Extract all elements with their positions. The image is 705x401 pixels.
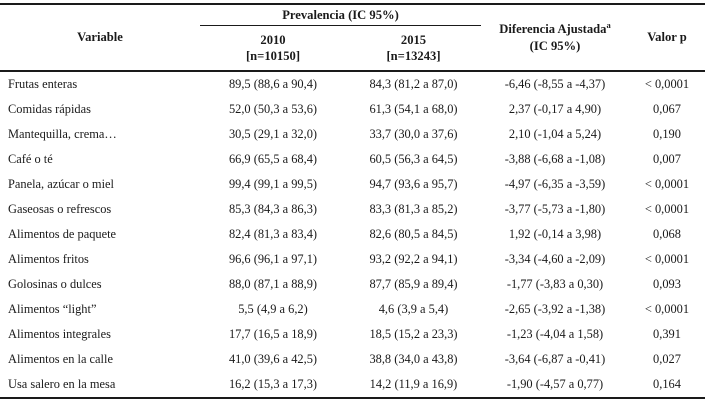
col-header-2015: 2015 [n=13243] — [346, 26, 481, 72]
table-row: Alimentos en la calle 41,0 (39,6 a 42,5) 3… — [0, 347, 705, 372]
cell-prevalencia-2010: 41,0 (39,6 a 42,5) — [228, 352, 318, 366]
year-2015-label: 2015 — [400, 32, 427, 47]
cell-prevalencia-2015: 84,3 (81,2 a 87,0) — [369, 77, 458, 91]
cell-prevalencia-2015: 61,3 (54,1 a 68,0) — [369, 102, 458, 116]
cell-prevalencia-2015: 33,7 (30,0 a 37,6) — [369, 127, 458, 141]
table-header: Variable Prevalencia (IC 95%) Diferencia… — [0, 4, 705, 71]
cell-variable: Gaseosas o refrescos — [8, 202, 112, 216]
cell-prevalencia-2015: 83,3 (81,3 a 85,2) — [369, 202, 458, 216]
cell-prevalencia-2010: 89,5 (88,6 a 90,4) — [228, 77, 318, 91]
cell-variable: Mantequilla, crema… — [8, 127, 117, 141]
cell-variable: Alimentos integrales — [8, 327, 111, 341]
n-2015-label: [n=13243] — [386, 49, 441, 63]
table-row: Golosinas o dulces 88,0 (87,1 a 88,9) 87,7… — [0, 272, 705, 297]
cell-variable: Alimentos fritos — [8, 252, 89, 266]
prevalence-table: Variable Prevalencia (IC 95%) Diferencia… — [0, 3, 705, 399]
cell-diferencia: -3,88 (-6,68 a -1,08) — [504, 152, 606, 166]
col-header-2010: 2010 [n=10150] — [200, 26, 346, 72]
table-row: Alimentos “light” 5,5 (4,9 a 6,2) 4,6 (3,9… — [0, 297, 705, 322]
cell-diferencia: -4,97 (-6,35 a -3,59) — [504, 177, 606, 191]
cell-prevalencia-2010: 5,5 (4,9 a 6,2) — [238, 302, 308, 316]
cell-valor-p: < 0,0001 — [644, 252, 690, 266]
table-row: Usa salero en la mesa 16,2 (15,3 a 17,3) 1… — [0, 372, 705, 398]
cell-variable: Golosinas o dulces — [8, 277, 102, 291]
table-row: Alimentos integrales 17,7 (16,5 a 18,9) 18… — [0, 322, 705, 347]
table-row: Café o té 66,9 (65,5 a 68,4) 60,5 (56,3 a … — [0, 147, 705, 172]
cell-valor-p: 0,190 — [653, 127, 681, 141]
cell-prevalencia-2015: 4,6 (3,9 a 5,4) — [378, 302, 449, 316]
cell-variable: Alimentos “light” — [8, 302, 97, 316]
cell-prevalencia-2010: 66,9 (65,5 a 68,4) — [228, 152, 318, 166]
cell-diferencia: -1,23 (-4,04 a 1,58) — [506, 327, 604, 341]
cell-valor-p: 0,007 — [653, 152, 681, 166]
cell-valor-p: < 0,0001 — [644, 202, 690, 216]
cell-prevalencia-2015: 38,8 (34,0 a 43,8) — [369, 352, 458, 366]
cell-diferencia: -1,90 (-4,57 a 0,77) — [506, 377, 604, 391]
footnote-marker-a: a — [606, 19, 611, 30]
n-2010-label: [n=10150] — [245, 49, 301, 63]
cell-prevalencia-2010: 96,6 (96,1 a 97,1) — [228, 252, 318, 266]
cell-prevalencia-2015: 18,5 (15,2 a 23,3) — [369, 327, 458, 341]
col-header-valor-p: Valor p — [647, 30, 687, 45]
cell-diferencia: -2,65 (-3,92 a -1,38) — [504, 302, 606, 316]
table-row: Gaseosas o refrescos 85,3 (84,3 a 86,3) 83… — [0, 197, 705, 222]
cell-valor-p: 0,391 — [653, 327, 681, 341]
table-row: Alimentos fritos 96,6 (96,1 a 97,1) 93,2 (… — [0, 247, 705, 272]
cell-prevalencia-2015: 94,7 (93,6 a 95,7) — [369, 177, 458, 191]
header-group-row: Variable Prevalencia (IC 95%) Diferencia… — [0, 4, 705, 53]
cell-valor-p: < 0,0001 — [644, 77, 690, 91]
col-header-variable: Variable — [77, 30, 123, 45]
cell-diferencia: -3,77 (-5,73 a -1,80) — [504, 202, 606, 216]
cell-prevalencia-2010: 16,2 (15,3 a 17,3) — [228, 377, 318, 391]
cell-prevalencia-2015: 14,2 (11,9 a 16,9) — [369, 377, 458, 391]
cell-variable: Comidas rápidas — [8, 102, 91, 116]
cell-prevalencia-2015: 93,2 (92,2 a 94,1) — [369, 252, 458, 266]
cell-prevalencia-2015: 87,7 (85,9 a 89,4) — [369, 277, 458, 291]
table-row: Frutas enteras 89,5 (88,6 a 90,4) 84,3 (81… — [0, 71, 705, 97]
cell-diferencia: 2,37 (-0,17 a 4,90) — [508, 102, 602, 116]
cell-variable: Alimentos de paquete — [8, 227, 117, 241]
col-group-prevalencia: Prevalencia (IC 95%) — [200, 4, 481, 26]
cell-valor-p: 0,068 — [653, 227, 681, 241]
cell-prevalencia-2010: 88,0 (87,1 a 88,9) — [228, 277, 318, 291]
cell-variable: Panela, azúcar o miel — [8, 177, 114, 191]
cell-prevalencia-2010: 85,3 (84,3 a 86,3) — [228, 202, 318, 216]
cell-prevalencia-2010: 30,5 (29,1 a 32,0) — [228, 127, 318, 141]
table-body: Frutas enteras 89,5 (88,6 a 90,4) 84,3 (81… — [0, 71, 705, 398]
table-row: Comidas rápidas 52,0 (50,3 a 53,6) 61,3 (5… — [0, 97, 705, 122]
cell-prevalencia-2010: 99,4 (99,1 a 99,5) — [228, 177, 318, 191]
cell-variable: Café o té — [8, 152, 53, 166]
cell-prevalencia-2010: 82,4 (81,3 a 83,4) — [228, 227, 318, 241]
cell-diferencia: -3,64 (-6,87 a -0,41) — [504, 352, 606, 366]
cell-variable: Frutas enteras — [8, 77, 78, 91]
cell-valor-p: 0,093 — [653, 277, 681, 291]
cell-diferencia: -1,77 (-3,83 a 0,30) — [506, 277, 604, 291]
year-2010-label: 2010 — [260, 32, 286, 47]
cell-variable: Alimentos en la calle — [8, 352, 113, 366]
cell-valor-p: < 0,0001 — [644, 302, 690, 316]
diferencia-header-line2: (IC 95%) — [529, 38, 581, 53]
col-header-diferencia: Diferencia Ajustadaa (IC 95%) — [481, 4, 629, 71]
cell-diferencia: -6,46 (-8,55 a -4,37) — [504, 77, 606, 91]
table-row: Alimentos de paquete 82,4 (81,3 a 83,4) 82… — [0, 222, 705, 247]
header-subhead-row: 2010 [n=10150] 2015 [n=13243] — [0, 26, 705, 72]
cell-prevalencia-2010: 17,7 (16,5 a 18,9) — [228, 327, 318, 341]
table-row: Mantequilla, crema… 30,5 (29,1 a 32,0) 33,… — [0, 122, 705, 147]
cell-valor-p: 0,027 — [653, 352, 681, 366]
cell-prevalencia-2015: 82,6 (80,5 a 84,5) — [369, 227, 458, 241]
table-row: Panela, azúcar o miel 99,4 (99,1 a 99,5) 9… — [0, 172, 705, 197]
cell-diferencia: 1,92 (-0,14 a 3,98) — [508, 227, 602, 241]
diferencia-header-line1: Diferencia Ajustada — [499, 22, 607, 37]
cell-valor-p: 0,067 — [653, 102, 681, 116]
cell-valor-p: < 0,0001 — [644, 177, 690, 191]
cell-diferencia: -3,34 (-4,60 a -2,09) — [504, 252, 606, 266]
cell-valor-p: 0,164 — [653, 377, 681, 391]
cell-diferencia: 2,10 (-1,04 a 5,24) — [508, 127, 602, 141]
cell-prevalencia-2015: 60,5 (56,3 a 64,5) — [369, 152, 458, 166]
cell-prevalencia-2010: 52,0 (50,3 a 53,6) — [228, 102, 318, 116]
cell-variable: Usa salero en la mesa — [8, 377, 116, 391]
